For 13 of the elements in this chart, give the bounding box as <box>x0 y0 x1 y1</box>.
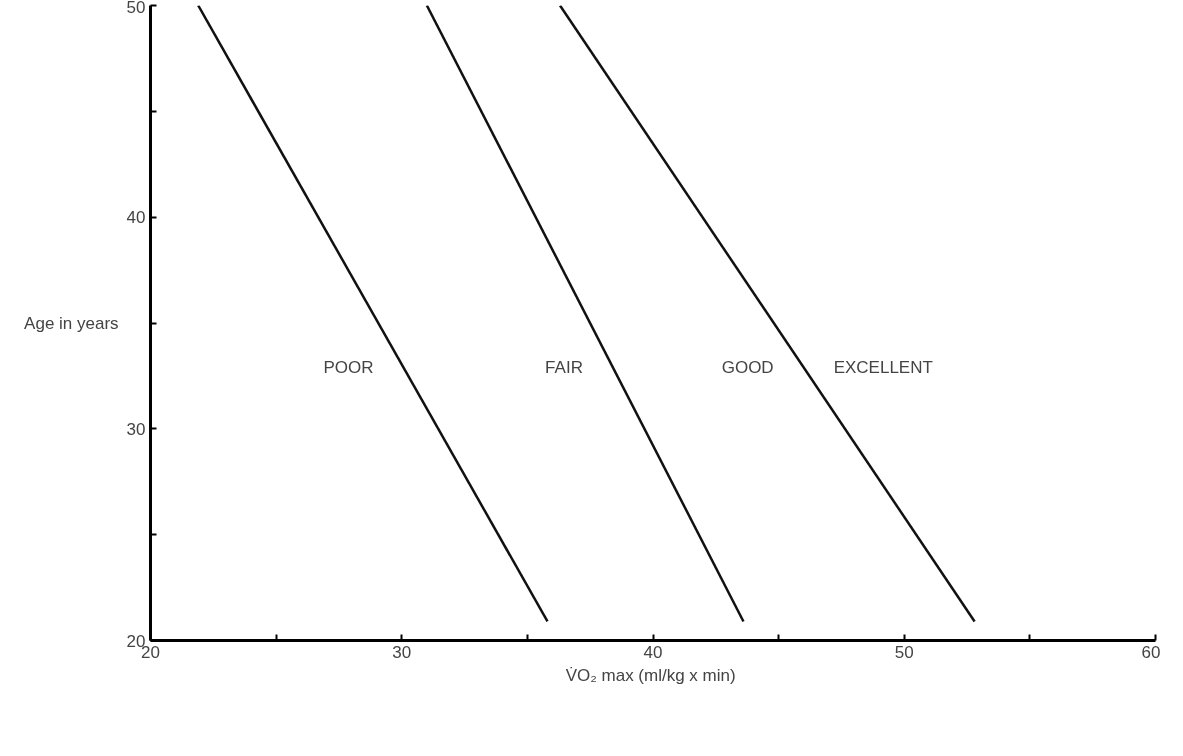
annotation: GOOD <box>721 357 774 377</box>
y-tick-label: 40 <box>126 208 146 228</box>
x-tick-label: 30 <box>392 642 412 662</box>
x-tick-label: 60 <box>1141 642 1161 662</box>
y-axis-title: Age in years <box>24 313 119 333</box>
annotation: FAIR <box>545 357 583 377</box>
y-tick-label: 50 <box>126 0 146 17</box>
x-axis-title: V̇O₂ max (ml/kg x min) <box>565 665 736 685</box>
y-tick-label: 30 <box>126 419 146 439</box>
annotation: EXCELLENT <box>833 357 933 377</box>
x-tick-label: 40 <box>643 642 663 662</box>
x-tick-label: 50 <box>894 642 914 662</box>
annotation: POOR <box>323 357 374 377</box>
